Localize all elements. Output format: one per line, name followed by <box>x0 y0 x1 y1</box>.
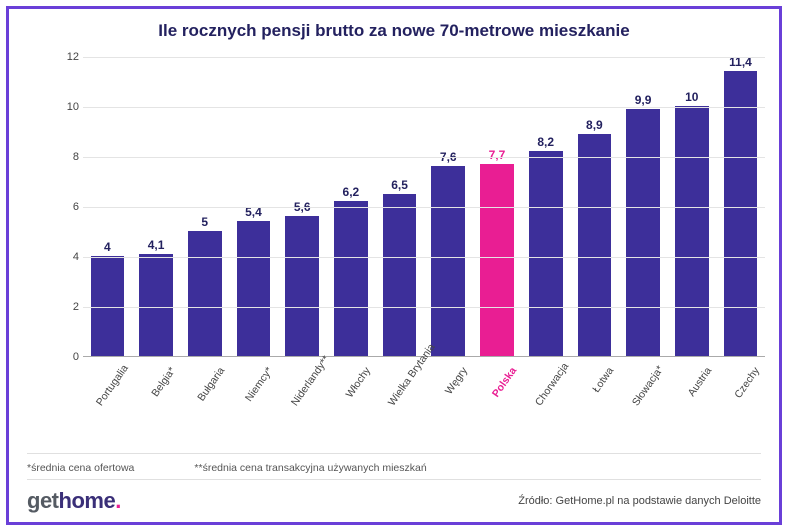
y-axis-label: 8 <box>55 151 79 163</box>
footnotes: *średnia cena ofertowa **średnia cena tr… <box>27 453 761 474</box>
bar-w-gry: 7,6 <box>426 150 470 356</box>
chart-title: Ile rocznych pensji brutto za nowe 70-me… <box>9 21 779 41</box>
bar-rect <box>237 221 271 356</box>
bar-rect <box>139 254 173 357</box>
bar-rect <box>383 194 417 357</box>
bar-bu-garia: 5 <box>183 215 227 356</box>
bottom-bar: gethome. Źródło: GetHome.pl na podstawie… <box>27 479 761 514</box>
gridline <box>83 157 765 158</box>
bar-rect <box>285 216 319 356</box>
logo-dot: . <box>115 488 121 513</box>
bar-value-label: 8,2 <box>537 135 554 149</box>
gridline <box>83 307 765 308</box>
gridline <box>83 107 765 108</box>
bar-rect <box>529 151 563 356</box>
gridline <box>83 207 765 208</box>
bar-chart: 4 4,1 5 5,45,6 6,2 6,5 7,6 7,7 8,2 8,9 9,9 10 11,4 0… <box>53 57 765 397</box>
bar-value-label: 4,1 <box>148 238 165 252</box>
bar-czechy: 11,4 <box>718 55 762 356</box>
bar-rect <box>724 71 758 356</box>
bar-rect <box>480 164 514 357</box>
bar-value-label: 10 <box>685 90 698 104</box>
bar-chorwacja: 8,2 <box>524 135 568 356</box>
gridline <box>83 257 765 258</box>
bar-polska: 7,7 <box>475 148 519 357</box>
x-axis-labels: PortugaliaBelgia*BułgariaNiemcy*Niderlan… <box>83 359 765 449</box>
y-axis-label: 2 <box>55 301 79 313</box>
gethome-logo: gethome. <box>27 488 121 514</box>
y-axis-label: 10 <box>55 101 79 113</box>
bar-rect <box>431 166 465 356</box>
bar-rect <box>675 106 709 356</box>
bar-value-label: 7,7 <box>489 148 506 162</box>
footnote-1: *średnia cena ofertowa <box>27 462 134 474</box>
y-axis-label: 6 <box>55 201 79 213</box>
bar-value-label: 9,9 <box>635 93 652 107</box>
chart-frame: Ile rocznych pensji brutto za nowe 70-me… <box>6 6 782 525</box>
bar-s-owacja-: 9,9 <box>621 93 665 357</box>
bar-austria: 10 <box>670 90 714 356</box>
bar--otwa: 8,9 <box>572 118 616 357</box>
bar-value-label: 5 <box>201 215 208 229</box>
source-text: Źródło: GetHome.pl na podstawie danych D… <box>518 495 761 507</box>
bar-niderlandy-: 5,6 <box>280 200 324 356</box>
bar-niemcy-: 5,4 <box>231 205 275 356</box>
bar-rect <box>334 201 368 356</box>
bar-value-label: 6,5 <box>391 178 408 192</box>
y-axis-label: 4 <box>55 251 79 263</box>
bar-w-ochy: 6,2 <box>329 185 373 356</box>
gridline <box>83 57 765 58</box>
y-axis-label: 12 <box>55 51 79 63</box>
bar-wielka-brytania: 6,5 <box>377 178 421 357</box>
bar-rect <box>188 231 222 356</box>
bar-value-label: 6,2 <box>343 185 360 199</box>
bar-rect <box>91 256 125 356</box>
bar-value-label: 8,9 <box>586 118 603 132</box>
bar-rect <box>578 134 612 357</box>
logo-part-home: home <box>59 488 116 513</box>
bar-value-label: 4 <box>104 240 111 254</box>
bar-rect <box>626 109 660 357</box>
bar-belgia-: 4,1 <box>134 238 178 357</box>
plot-area: 44,155,45,66,26,57,67,78,28,99,91011,4 0… <box>83 57 765 357</box>
logo-part-get: get <box>27 488 59 513</box>
y-axis-label: 0 <box>55 351 79 363</box>
footnote-2: **średnia cena transakcyjna używanych mi… <box>194 462 426 474</box>
